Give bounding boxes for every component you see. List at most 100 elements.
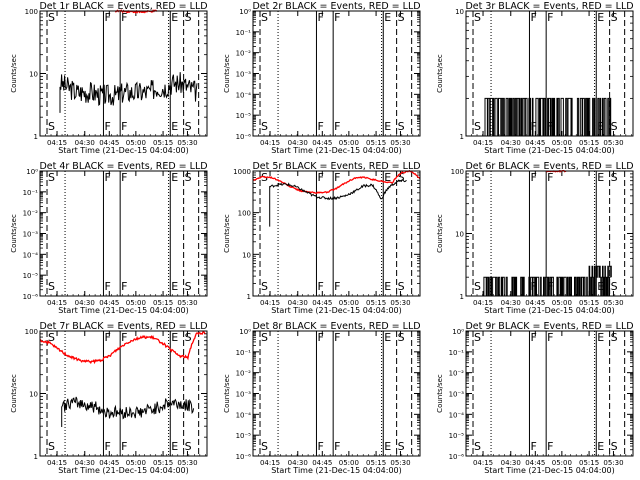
x-tick-label: 04:15 — [473, 459, 493, 467]
time-marker-label-top: E — [171, 331, 178, 344]
time-marker-label: F — [104, 280, 110, 293]
time-marker-label-top: S — [611, 331, 618, 344]
y-tick-label: 10⁻⁶ — [236, 133, 252, 141]
plot-frame — [465, 330, 634, 457]
y-tick-label: 10⁰ — [239, 328, 251, 336]
time-marker-label: S — [398, 440, 405, 453]
x-tick-label: 04:30 — [288, 299, 308, 307]
x-tick-label: 04:30 — [75, 139, 95, 147]
time-marker-label: F — [530, 280, 536, 293]
x-axis-label: Start Time (21-Dec-15 04:04:00) — [271, 306, 402, 315]
time-marker-label-top: E — [384, 331, 391, 344]
time-marker-label-top: S — [48, 331, 55, 344]
x-tick-label: 04:45 — [525, 299, 545, 307]
x-tick-label: 05:30 — [390, 139, 410, 147]
x-tick-label: 05:30 — [390, 459, 410, 467]
y-tick-label: 10⁻³ — [449, 391, 465, 399]
x-tick-label: 04:15 — [260, 299, 280, 307]
y-tick-label: 10⁻¹ — [236, 349, 252, 357]
y-axis-label: Counts/sec — [10, 214, 18, 253]
time-marker-label: F — [334, 280, 340, 293]
y-tick-label: 1 — [34, 453, 38, 461]
chart-title: Det 8r BLACK = Events, RED = LLD — [252, 321, 420, 332]
y-tick-label: 10 — [455, 8, 464, 16]
x-tick-label: 05:30 — [390, 299, 410, 307]
y-tick-label: 100 — [25, 328, 38, 336]
time-marker-label: F — [104, 440, 110, 453]
y-axis-label: Counts/sec — [436, 54, 444, 93]
time-marker-label-top: S — [48, 11, 55, 24]
time-marker-label-top: F — [334, 331, 340, 344]
series-red-line — [252, 169, 421, 194]
time-marker-label-top: F — [121, 331, 127, 344]
y-tick-label: 10 — [455, 231, 464, 239]
y-axis-label: Counts/sec — [436, 214, 444, 253]
time-marker-label: F — [121, 440, 127, 453]
x-tick-label: 05:15 — [153, 139, 173, 147]
chart-panel-3: Det 3r BLACK = Events, RED = LLD Counts/s… — [436, 1, 634, 155]
time-marker-label-top: S — [261, 11, 268, 24]
time-marker-label-top: F — [547, 331, 553, 344]
time-marker-label-top: F — [334, 11, 340, 24]
time-marker-label-top: F — [104, 11, 110, 24]
y-tick-label: 10 — [29, 391, 38, 399]
y-tick-label: 10⁻² — [449, 370, 465, 378]
y-tick-label: 10⁻⁴ — [23, 251, 39, 259]
time-marker-label: F — [121, 280, 127, 293]
time-marker-label-top: F — [547, 11, 553, 24]
time-marker-label: F — [334, 120, 340, 133]
chart-title: Det 2r BLACK = Events, RED = LLD — [252, 1, 420, 12]
series-black-line — [59, 72, 198, 113]
time-marker-label: S — [398, 280, 405, 293]
time-marker-label: S — [48, 280, 55, 293]
chart-title: Det 3r BLACK = Events, RED = LLD — [465, 1, 633, 12]
x-tick-label: 04:45 — [99, 299, 119, 307]
x-tick-label: 04:30 — [75, 299, 95, 307]
time-marker-label: S — [185, 120, 192, 133]
plot-frame — [252, 170, 421, 297]
time-marker-label-top: F — [547, 171, 553, 184]
time-marker-label-top: F — [530, 11, 536, 24]
time-marker-label-top: S — [398, 331, 405, 344]
plot-frame — [252, 10, 421, 137]
x-axis-label: Start Time (21-Dec-15 04:04:00) — [58, 306, 189, 315]
time-marker-label: S — [48, 440, 55, 453]
y-tick-label: 10⁻¹ — [236, 29, 252, 37]
x-tick-label: 04:15 — [47, 459, 67, 467]
time-marker-label: E — [384, 280, 391, 293]
x-tick-label: 04:45 — [99, 139, 119, 147]
x-tick-label: 05:00 — [552, 299, 572, 307]
y-tick-label: 10⁻¹ — [449, 349, 465, 357]
y-tick-label: 10⁻² — [236, 50, 252, 58]
x-tick-label: 04:30 — [75, 459, 95, 467]
time-marker-label-top: E — [597, 11, 604, 24]
y-axis-label: Counts/sec — [436, 374, 444, 413]
time-marker-label: E — [171, 280, 178, 293]
x-tick-label: 04:15 — [473, 299, 493, 307]
chart-panel-4: Det 4r BLACK = Events, RED = LLD Counts/s… — [10, 161, 208, 315]
time-marker-label: F — [547, 440, 553, 453]
time-marker-label-top: E — [597, 171, 604, 184]
x-tick-label: 05:00 — [339, 139, 359, 147]
time-marker-label: S — [185, 280, 192, 293]
x-tick-label: 04:15 — [260, 459, 280, 467]
x-tick-label: 05:30 — [603, 459, 623, 467]
time-marker-label: S — [611, 280, 618, 293]
time-marker-label-top: S — [185, 331, 192, 344]
x-tick-label: 04:30 — [288, 139, 308, 147]
x-tick-label: 05:00 — [552, 139, 572, 147]
x-tick-label: 04:30 — [288, 459, 308, 467]
time-marker-label-top: E — [384, 11, 391, 24]
y-tick-label: 10⁻⁴ — [449, 411, 465, 419]
time-marker-label-top: S — [474, 331, 481, 344]
x-tick-label: 05:00 — [339, 299, 359, 307]
x-tick-label: 05:15 — [153, 459, 173, 467]
x-tick-label: 05:30 — [177, 299, 197, 307]
x-tick-label: 05:15 — [579, 459, 599, 467]
x-axis-label: Start Time (21-Dec-15 04:04:00) — [484, 146, 615, 155]
time-marker-label-top: F — [317, 331, 323, 344]
chart-title: Det 9r BLACK = Events, RED = LLD — [465, 321, 633, 332]
time-marker-label-top: F — [317, 171, 323, 184]
x-tick-label: 05:15 — [366, 459, 386, 467]
x-tick-label: 04:15 — [473, 139, 493, 147]
